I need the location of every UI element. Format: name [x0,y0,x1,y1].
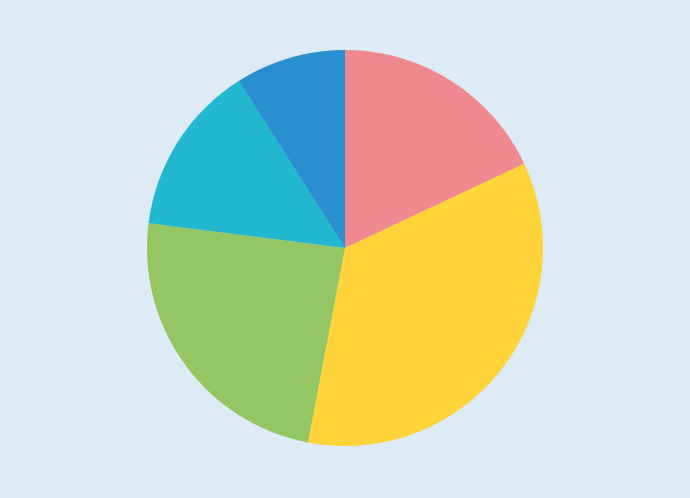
pie-slice [148,80,345,248]
pie-slice [307,163,543,447]
pie-slice [238,50,345,248]
pie-slice [345,50,525,248]
pie-slice [147,223,345,443]
